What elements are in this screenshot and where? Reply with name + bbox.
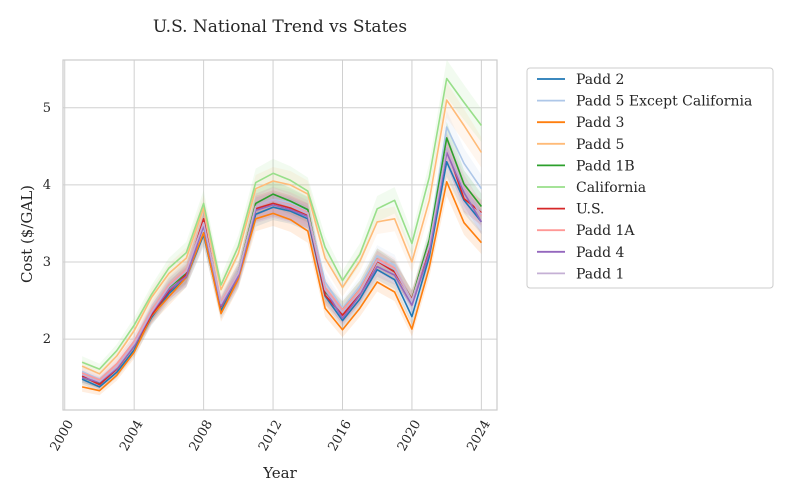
- chart-title: U.S. National Trend vs States: [153, 17, 407, 37]
- legend-item: U.S.: [537, 202, 605, 218]
- legend-label: Padd 1: [576, 266, 624, 282]
- legend-label: U.S.: [576, 202, 605, 218]
- x-tick-label: 2012: [256, 418, 286, 454]
- legend-label: Padd 2: [576, 72, 624, 88]
- confidence-band: [82, 110, 482, 385]
- confidence-band: [82, 121, 482, 389]
- x-tick-label: 2020: [395, 418, 425, 454]
- plot-frame: [62, 59, 498, 411]
- legend-item: Padd 3: [537, 115, 624, 131]
- legend-item: Padd 4: [537, 245, 625, 261]
- legend-frame: [526, 67, 774, 289]
- series-lines: [81, 77, 483, 392]
- series-line: [81, 99, 483, 375]
- legend-label: Padd 5 Except California: [576, 94, 752, 110]
- x-tick-label: 2024: [464, 418, 494, 454]
- x-tick-label: 2000: [48, 418, 78, 454]
- legend-item: Padd 5: [537, 137, 624, 153]
- x-tick-label: 2004: [117, 418, 147, 454]
- y-axis-label: Cost ($/GAL): [18, 185, 36, 283]
- legend-label: Padd 3: [576, 115, 624, 131]
- y-tick-label: 3: [43, 255, 51, 270]
- y-tick-label: 5: [43, 101, 51, 116]
- legend-label: Padd 5: [576, 137, 624, 153]
- legend-label: Padd 4: [576, 245, 625, 261]
- legend-label: Padd 1A: [576, 223, 635, 239]
- grid: [63, 60, 497, 410]
- y-tick-label: 2: [43, 332, 51, 347]
- legend-item: Padd 1B: [537, 158, 635, 174]
- series-line: [81, 77, 483, 370]
- axes: [62, 59, 498, 411]
- legend-item: Padd 5 Except California: [537, 94, 752, 110]
- legend-item: Padd 2: [537, 72, 624, 88]
- legend-item: Padd 1: [537, 266, 624, 282]
- series-line: [81, 147, 483, 383]
- confidence-band: [82, 167, 482, 396]
- legend-item: California: [537, 180, 646, 196]
- legend-label: Padd 1B: [576, 158, 635, 174]
- x-tick-label: 2008: [187, 418, 217, 454]
- legend-item: Padd 1A: [537, 223, 635, 239]
- y-tick-label: 4: [43, 178, 51, 193]
- legend: Padd 2 Padd 5 Except California Padd 3 Padd…: [526, 67, 774, 289]
- x-axis-label: Year: [262, 464, 297, 482]
- confidence-band: [82, 133, 482, 390]
- x-tick-label: 2016: [325, 418, 355, 454]
- legend-label: California: [576, 180, 646, 196]
